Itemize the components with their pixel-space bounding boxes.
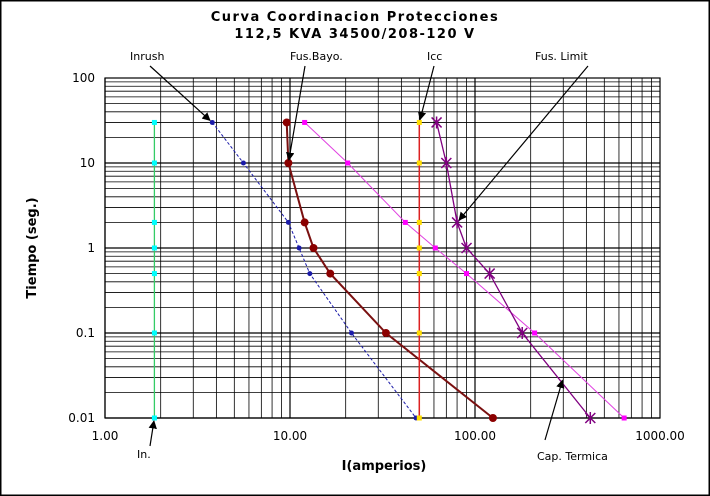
data-point bbox=[416, 219, 422, 225]
x-tick-label: 1.00 bbox=[92, 429, 119, 443]
annotation-label-icc: Icc bbox=[427, 50, 442, 63]
y-tick-label: 0.01 bbox=[68, 411, 95, 425]
annotation-label-cap-termica: Cap. Termica bbox=[537, 450, 608, 463]
data-point bbox=[282, 118, 291, 127]
data-point bbox=[151, 219, 157, 225]
annotation-arrow-cap-termica bbox=[544, 379, 565, 441]
annotation-label-inrush: Inrush bbox=[130, 50, 164, 63]
data-point bbox=[349, 330, 355, 336]
annotation-arrow-in bbox=[148, 420, 157, 447]
x-tick-label: 1000.00 bbox=[635, 429, 685, 443]
data-point bbox=[284, 159, 293, 167]
data-point bbox=[440, 157, 452, 169]
y-tick-label: 100 bbox=[72, 71, 95, 85]
data-point bbox=[151, 119, 157, 125]
y-tick-label: 10 bbox=[80, 156, 95, 170]
y-tick-label: 0.1 bbox=[76, 326, 95, 340]
annotation-label-fus-bayo: Fus.Bayo. bbox=[290, 50, 343, 63]
x-tick-label: 10.00 bbox=[273, 429, 307, 443]
annotation-label-in: In. bbox=[137, 448, 151, 461]
annotations-group: Inrush Fus.Bayo. Icc Fus. Limit Cap. Termica… bbox=[130, 50, 608, 463]
data-point bbox=[416, 119, 422, 125]
data-point bbox=[584, 412, 596, 424]
data-point bbox=[151, 330, 157, 336]
annotation-label-fus-limit: Fus. Limit bbox=[535, 50, 588, 63]
data-point bbox=[461, 242, 473, 254]
data-point bbox=[240, 160, 246, 166]
data-point bbox=[488, 414, 497, 422]
y-tick-label: 1 bbox=[87, 241, 95, 255]
series-icc bbox=[416, 119, 422, 421]
data-point bbox=[151, 415, 157, 421]
data-point bbox=[621, 415, 627, 421]
data-point bbox=[326, 269, 335, 278]
data-point bbox=[432, 245, 438, 251]
x-axis-label: I(amperios) bbox=[342, 459, 427, 474]
data-point bbox=[300, 218, 309, 227]
annotation-arrow-inrush bbox=[149, 65, 211, 121]
y-axis-label: Tiempo (seg.) bbox=[25, 197, 40, 298]
x-tick-label: 100.00 bbox=[454, 429, 496, 443]
data-point bbox=[381, 329, 390, 337]
annotation-arrow-icc bbox=[417, 65, 435, 121]
data-point bbox=[484, 267, 496, 280]
tick-labels: 1.00 10.00 100.00 1000.00 0.01 0.1 1 10 100 bbox=[68, 71, 685, 443]
data-point bbox=[431, 116, 443, 129]
data-point bbox=[302, 119, 308, 125]
plot-area-border bbox=[104, 77, 661, 419]
chart-title: Curva Coordinacion Protecciones bbox=[211, 10, 499, 25]
data-point bbox=[416, 271, 422, 277]
data-point bbox=[151, 271, 157, 277]
data-point bbox=[151, 160, 157, 166]
data-point bbox=[209, 119, 215, 125]
data-point bbox=[416, 330, 422, 336]
grid-lines bbox=[104, 77, 661, 419]
series-group bbox=[151, 116, 627, 424]
series-inrush bbox=[209, 119, 419, 421]
data-point bbox=[416, 415, 422, 421]
series-cap-termica bbox=[302, 119, 627, 421]
chart-subtitle: 112,5 KVA 34500/208-120 V bbox=[234, 27, 475, 42]
data-point bbox=[464, 271, 470, 277]
data-point bbox=[402, 219, 408, 225]
data-point bbox=[285, 219, 291, 225]
data-point bbox=[296, 245, 302, 251]
annotation-arrow-fus-bayo bbox=[286, 65, 306, 161]
series-in bbox=[151, 119, 157, 421]
data-point bbox=[307, 271, 313, 277]
data-point bbox=[345, 160, 351, 166]
data-point bbox=[532, 330, 538, 336]
series-fus-limit bbox=[431, 116, 596, 424]
data-point bbox=[516, 327, 528, 339]
series-fus-bayo bbox=[282, 118, 497, 422]
data-point bbox=[416, 245, 422, 251]
data-point bbox=[309, 244, 318, 252]
annotation-arrow-fus-limit bbox=[458, 65, 589, 221]
data-point bbox=[151, 245, 157, 251]
data-point bbox=[416, 160, 422, 166]
